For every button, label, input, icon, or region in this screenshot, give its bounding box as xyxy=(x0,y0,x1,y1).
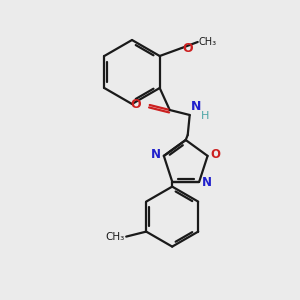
Text: O: O xyxy=(183,41,193,55)
Text: N: N xyxy=(191,100,201,113)
Text: CH₃: CH₃ xyxy=(199,37,217,47)
Text: N: N xyxy=(202,176,212,189)
Text: CH₃: CH₃ xyxy=(105,232,124,242)
Text: H: H xyxy=(201,111,209,121)
Text: O: O xyxy=(211,148,220,161)
Text: O: O xyxy=(130,98,141,112)
Text: N: N xyxy=(151,148,161,161)
